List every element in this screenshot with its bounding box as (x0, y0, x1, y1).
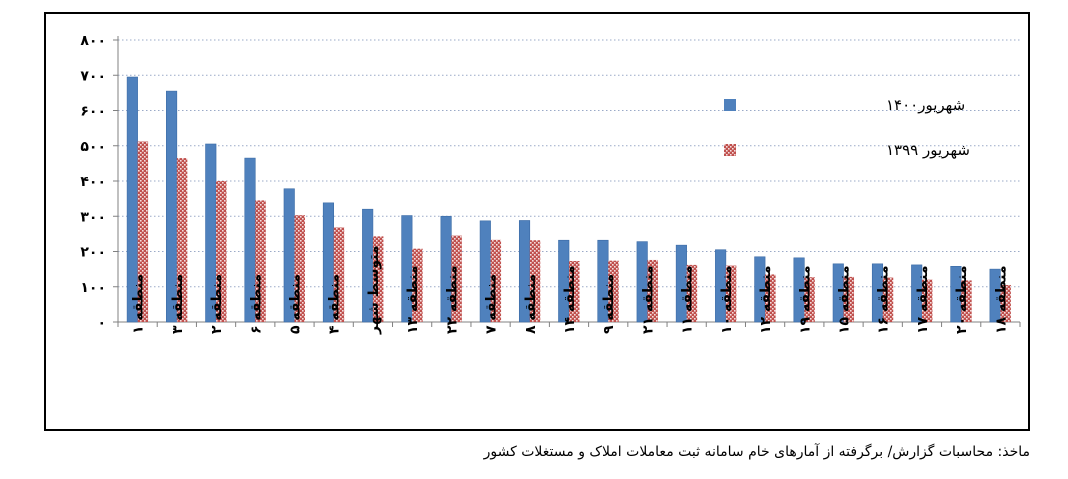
x-tick-label: منطقه ۱۳ (405, 265, 421, 334)
x-tick-label: منطقه ۲ (209, 274, 225, 334)
bar-series-2 (137, 141, 149, 322)
legend-swatch (724, 144, 736, 156)
bar-series-2 (843, 276, 855, 322)
y-tick-label: ۱۰۰ (80, 280, 106, 296)
bar-series-2 (412, 248, 423, 322)
bar-series-2 (608, 260, 619, 322)
x-tick-label: منطقه ۱۰ (719, 265, 735, 334)
x-tick-label: منطقه ۱۴ (562, 265, 578, 334)
x-tick-label: منطقه ۱۵ (837, 265, 853, 334)
x-tick-label: منطقه ۸ (523, 274, 539, 334)
legend-label: شهریور۱۴۰۰ (886, 96, 965, 114)
y-tick-label: ۷۰۰ (80, 68, 106, 84)
bar-series-2 (686, 264, 698, 322)
bar-series-2 (255, 200, 266, 322)
x-tick-label: منطقه ۱۲ (758, 265, 774, 334)
bar-series-2 (882, 277, 894, 322)
bar-series-2 (176, 158, 188, 322)
bar-series-2 (490, 239, 502, 322)
bar-series-2 (961, 280, 972, 322)
y-tick-label: ۶۰۰ (80, 104, 106, 120)
bar-series-2 (569, 261, 580, 322)
x-tick-label: منطقه ۲۱ (640, 265, 656, 334)
bar-series-1 (518, 220, 531, 323)
y-tick-label: ۲۰۰ (80, 245, 106, 261)
x-tick-label: منطقه ۹ (601, 274, 617, 334)
source-note: ماخذ: محاسبات گزارش/ برگرفته از آمارهای … (483, 444, 1030, 460)
bar-series-2 (725, 265, 737, 322)
x-tick-label: منطقه ۱۶ (876, 265, 892, 334)
chart-frame: ۰ ۱۰۰ ۲۰۰ ۳۰۰ ۴۰۰ ۵۰۰ ۶۰۰ ۷۰۰ ۸۰۰ منطقه ۱ منطقه ۳ م… (44, 12, 1030, 431)
bar-series-2 (372, 236, 384, 322)
bar-series-2 (294, 215, 305, 322)
bar-series-2 (451, 235, 462, 322)
bar-series-2 (529, 240, 541, 322)
x-tick-label: منطقه ۲۲ (444, 265, 460, 334)
legend-swatch (724, 99, 736, 111)
tick-labels: ۰ ۱۰۰ ۲۰۰ ۳۰۰ ۴۰۰ ۵۰۰ ۶۰۰ ۷۰۰ ۸۰۰ منطقه ۱ منطقه ۳ م… (80, 33, 1009, 335)
legend-label: شهریور ۱۳۹۹ (886, 141, 970, 159)
y-tick-label: ۰ (97, 315, 106, 331)
bars (126, 76, 1011, 323)
y-tick-label: ۵۰۰ (80, 139, 106, 155)
y-tick-label: ۳۰۰ (80, 209, 106, 225)
x-tick-label: منطقه ۱۹ (797, 265, 813, 334)
x-tick-label: منطقه ۳ (170, 274, 186, 334)
bar-series-2 (216, 181, 227, 322)
y-tick-label: ۸۰۰ (80, 33, 106, 49)
x-tick-label: منطقه ۱ (131, 274, 147, 334)
x-tick-label: منطقه ۲۰ (954, 265, 970, 334)
bar-chart: ۰ ۱۰۰ ۲۰۰ ۳۰۰ ۴۰۰ ۵۰۰ ۶۰۰ ۷۰۰ ۸۰۰ منطقه ۱ منطقه ۳ م… (80, 33, 1021, 335)
y-tick-label: ۴۰۰ (80, 174, 106, 190)
x-tick-label: منطقه ۵ (287, 274, 303, 334)
bar-series-2 (333, 227, 345, 322)
bar-series-2 (647, 259, 658, 322)
x-tick-label: منطقه ۱۸ (993, 265, 1009, 334)
x-tick-label: منطقه ۶ (248, 274, 264, 334)
x-tick-label: منطقه ۱۱ (680, 265, 696, 334)
bar-series-2 (765, 274, 776, 322)
x-tick-label: منطقه ۷ (484, 274, 500, 334)
x-tick-label: منطقه ۱۷ (915, 265, 931, 334)
x-tick-label: منطقه ۴ (327, 274, 343, 334)
legend: شهریور۱۴۰۰ شهریور ۱۳۹۹ (724, 96, 970, 159)
bar-series-2 (1000, 284, 1011, 322)
bar-series-2 (921, 279, 933, 322)
x-tick-label: متوسط شهر (366, 245, 382, 335)
bar-series-2 (804, 277, 815, 322)
